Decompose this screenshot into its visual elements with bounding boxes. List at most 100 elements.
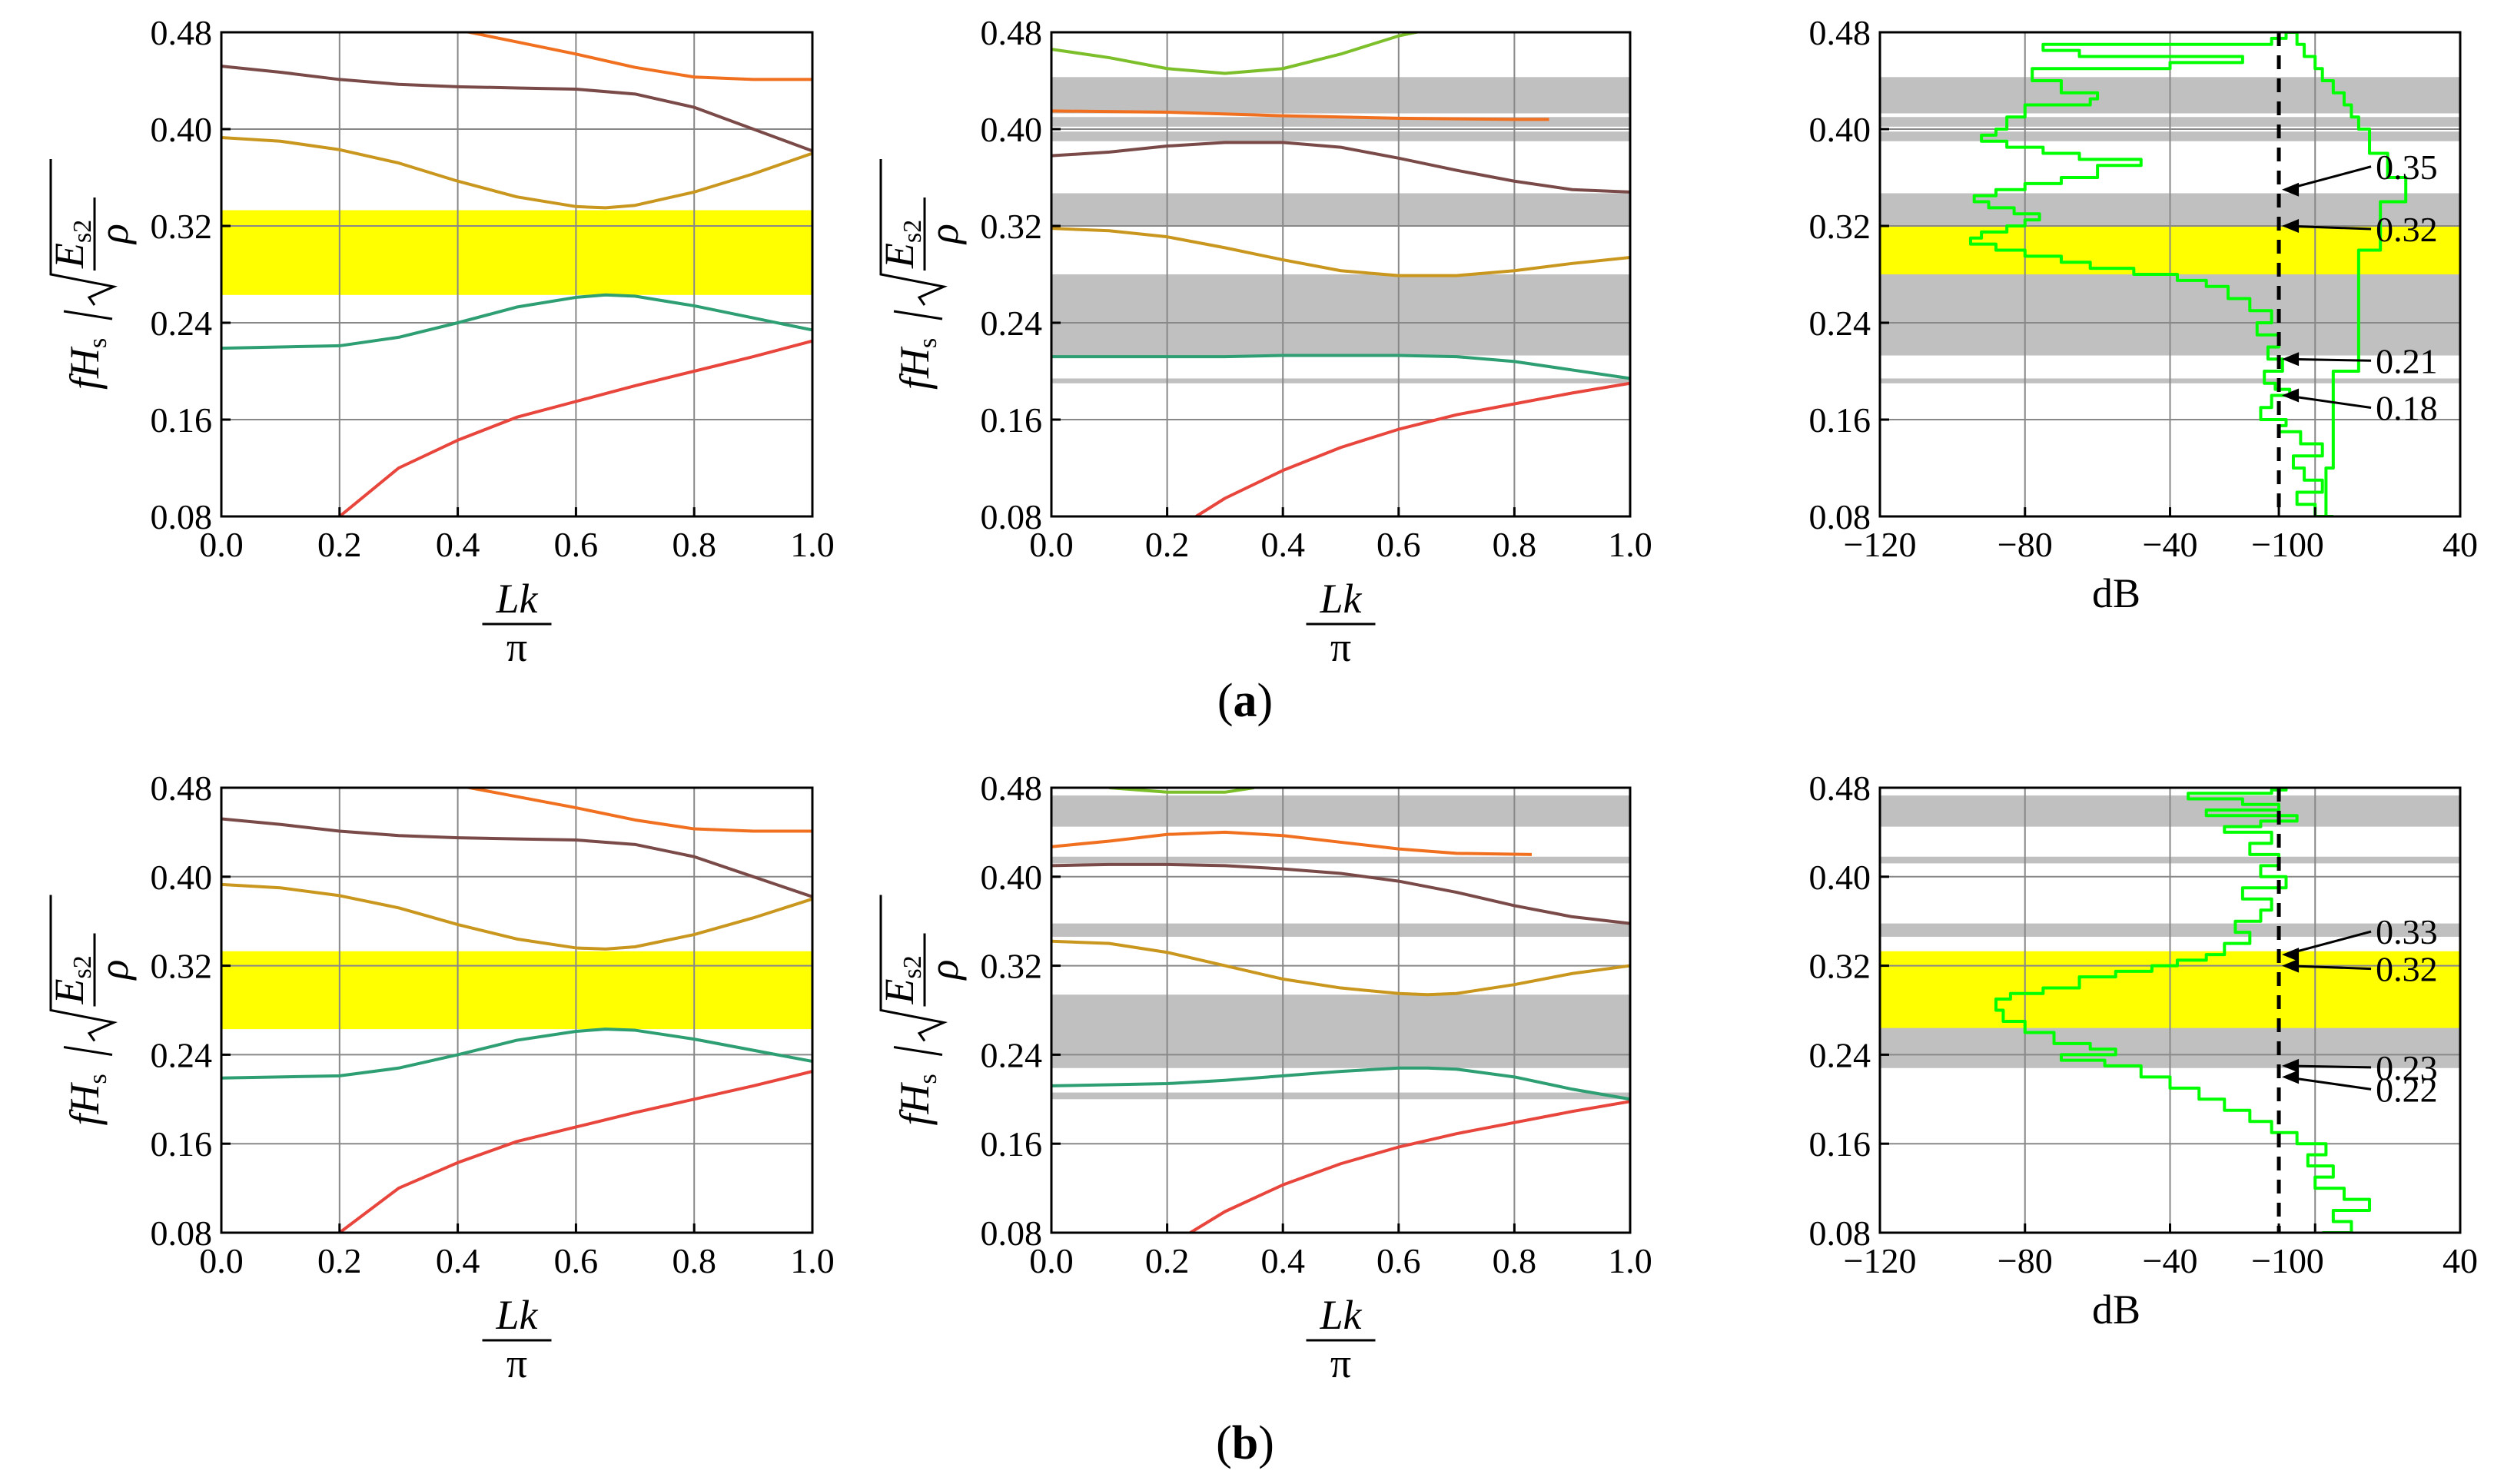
y-tick-label: 0.16 (981, 1124, 1043, 1164)
gap-region (1051, 131, 1630, 141)
y-tick-label: 0.40 (1809, 858, 1871, 897)
series-band5 (462, 32, 812, 81)
x-axis-label-den: π (1330, 624, 1351, 670)
annotation-label: 0.33 (2376, 912, 2438, 951)
series-band2 (1051, 354, 1630, 380)
y-label-slash (63, 1046, 113, 1056)
series-band6 (1109, 788, 1254, 794)
x-tick-label: 1.0 (790, 1241, 835, 1280)
series-band2 (221, 293, 812, 350)
y-tick-label: 0.32 (981, 947, 1043, 986)
y-label-num: Es2 (46, 220, 97, 269)
x-axis-label: dB (2092, 1286, 2140, 1333)
y-label-sub: s (84, 338, 112, 348)
sqrt-icon (49, 895, 118, 1042)
y-tick-label: 0.24 (1809, 1035, 1871, 1074)
x-tick-label: 0.2 (1145, 1241, 1190, 1280)
bandgap-region (221, 210, 812, 295)
series-group (221, 788, 812, 1233)
y-tick-label: 0.16 (151, 1124, 213, 1164)
y-tick-label: 0.08 (151, 497, 213, 536)
x-tick-label: −40 (2143, 525, 2198, 564)
y-tick-label: 0.48 (981, 769, 1043, 808)
y-tick-label: 0.16 (981, 400, 1043, 440)
y-axis-label-text: fHs (892, 1074, 942, 1125)
x-tick-label: 0.0 (199, 525, 244, 564)
sqrt-icon (49, 159, 118, 306)
x-tick-label: 1.0 (1608, 525, 1652, 564)
x-tick-label: −80 (1998, 1241, 2053, 1280)
plot-frame (220, 31, 814, 518)
x-tick-label: 0.0 (1029, 1241, 1074, 1280)
x-tick-label: 1.0 (790, 525, 835, 564)
x-axis-label-den: π (506, 1340, 527, 1386)
arrow-head-icon (2282, 219, 2300, 233)
y-label-sub: s (84, 1074, 112, 1084)
y-tick-label: 0.40 (981, 110, 1043, 149)
x-axis-label-num: Lk (496, 1292, 539, 1338)
series-group (1051, 32, 1630, 516)
x-tick-label: 0.6 (1377, 1241, 1421, 1280)
chart-b-dispersion-1: 0.0 0.2 0.4 0.6 0.8 1.0 0.08 0.16 0.24 0.32 0.40 0.… (46, 769, 835, 1386)
annotation-label: 0.32 (2376, 210, 2438, 249)
plot-frame (1050, 31, 1632, 518)
plot-frame (1050, 786, 1632, 1234)
series-band4 (221, 817, 812, 898)
series-band3 (1051, 227, 1630, 277)
series-band2 (221, 1028, 812, 1080)
annotation-arrow (2284, 930, 2372, 956)
y-tick-label: 0.32 (1809, 207, 1871, 246)
y-tick-label: 0.08 (981, 1213, 1043, 1253)
y-tick-label: 0.24 (151, 1035, 213, 1074)
arrow-head-icon (2282, 182, 2300, 197)
gap-region (1051, 193, 1630, 226)
gap-region (1051, 923, 1630, 937)
x-tick-label: 40 (2443, 1241, 2478, 1280)
y-label-num-sub: s2 (68, 220, 97, 243)
x-tick-label: 0.2 (317, 525, 362, 564)
y-label-num-sub: s2 (68, 955, 97, 978)
x-tick-label: 0.4 (1260, 525, 1305, 564)
series-group (1994, 788, 2372, 1233)
x-axis-label-num: Lk (496, 576, 539, 622)
panels: 0.0 0.2 0.4 0.6 0.8 1.00.080.160.240.320.400.… (46, 13, 2478, 1386)
series-band5 (1051, 830, 1533, 856)
x-tick-label: 0.4 (1260, 1241, 1305, 1280)
x-tick-label: 0.8 (1493, 525, 1537, 564)
y-label-den: ρ (91, 224, 137, 245)
y-tick-label: 0.32 (1809, 947, 1871, 986)
y-label-slash (893, 1046, 943, 1056)
x-tick-label: 0.0 (1029, 525, 1074, 564)
arrow-head-icon (2282, 958, 2300, 973)
arrow-head-icon (2282, 948, 2300, 962)
series-band5 (461, 788, 812, 833)
plot-frame (220, 786, 814, 1234)
annotation-label: 0.21 (2376, 341, 2438, 380)
x-tick-label: 0 (2306, 525, 2324, 564)
y-tick-label: 0.48 (151, 13, 213, 52)
y-label-den: ρ (921, 224, 967, 245)
panel-label-b: (b) (1216, 1417, 1274, 1469)
annotation-arrow (2285, 1064, 2372, 1069)
chart-a-dispersion-1: 0.0 0.2 0.4 0.6 0.8 1.0 0.08 0.16 0.24 0.32 0.40 0.… (46, 13, 835, 670)
y-tick-label: 0.40 (151, 110, 213, 149)
x-tick-label: −120 (1844, 1241, 1917, 1280)
y-tick-label: 0.32 (151, 947, 213, 986)
annotation-arrow (2284, 394, 2372, 409)
gap-region (1051, 856, 1630, 864)
series-band4 (1051, 862, 1630, 925)
series-transmission (1994, 788, 2372, 1233)
x-tick-label: 0.2 (317, 1241, 362, 1280)
y-label-den: ρ (921, 960, 967, 981)
x-tick-label: 40 (2443, 525, 2478, 564)
series-band1 (338, 1070, 812, 1233)
y-axis-label-text: fHs (61, 338, 112, 390)
x-tick-label: −80 (1998, 525, 2053, 564)
x-tick-label: 0.6 (554, 1241, 599, 1280)
series-band2 (1051, 1066, 1630, 1101)
x-tick-label: −120 (1844, 525, 1917, 564)
